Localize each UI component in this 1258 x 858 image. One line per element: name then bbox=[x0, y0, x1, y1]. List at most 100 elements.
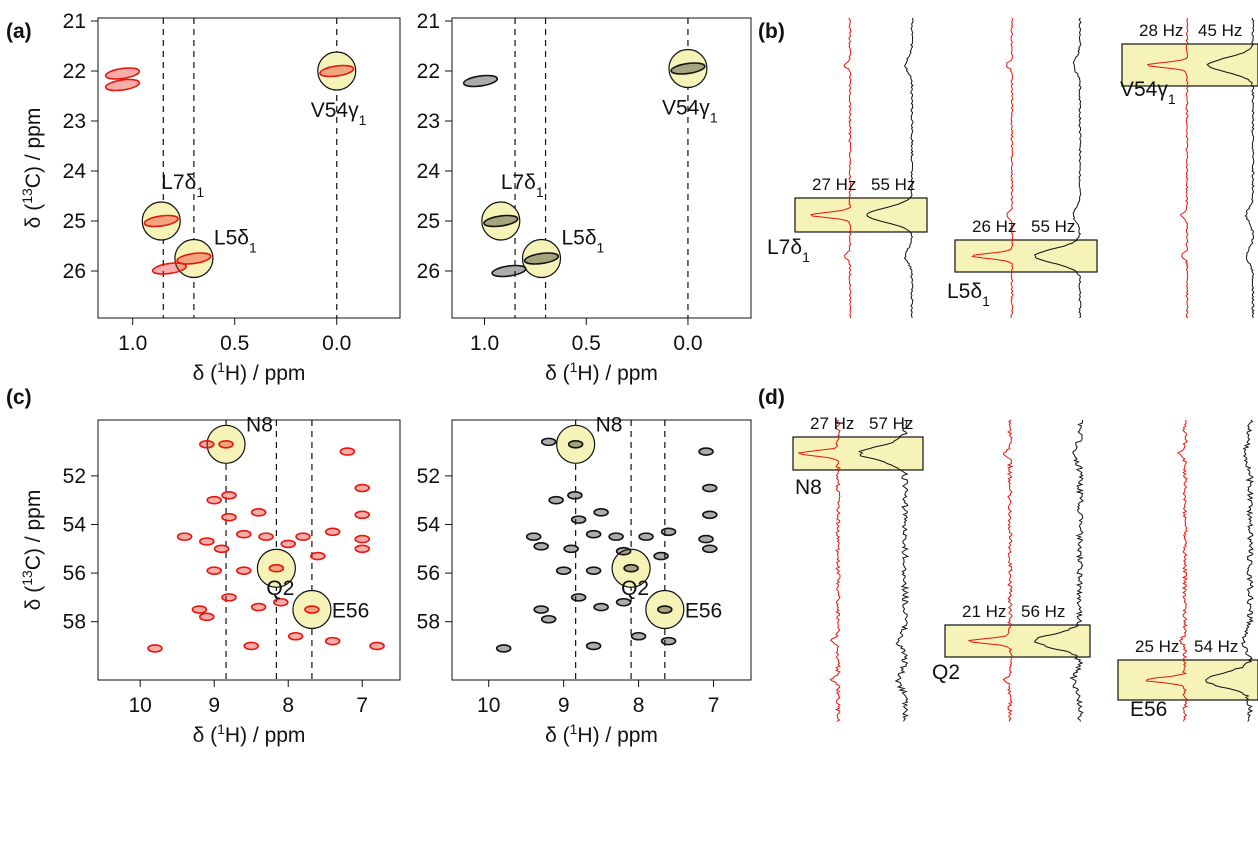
highlight-label: L5δ1 bbox=[214, 227, 257, 256]
y-tick-label: 54 bbox=[63, 513, 87, 536]
x-axis-label-part: 1 bbox=[570, 721, 578, 737]
highlight-circle bbox=[521, 238, 562, 279]
peak bbox=[701, 483, 718, 493]
y-tick-label: 26 bbox=[63, 260, 86, 283]
trace bbox=[858, 419, 910, 722]
peak bbox=[354, 534, 371, 544]
peak bbox=[199, 439, 215, 449]
peak bbox=[585, 529, 602, 539]
peak bbox=[548, 495, 564, 505]
plot-frame bbox=[451, 419, 752, 681]
peak bbox=[304, 605, 320, 614]
y-tick-label: 52 bbox=[417, 465, 440, 488]
x-tick-label: 0.0 bbox=[673, 332, 702, 355]
peak bbox=[236, 529, 252, 539]
highlight-label: E56 bbox=[332, 600, 369, 623]
black-linewidth: 57 Hz bbox=[869, 414, 913, 433]
highlight-label: V54γ1 bbox=[662, 97, 718, 126]
highlight-label: Q2 bbox=[621, 577, 649, 600]
x-tick-label: 0.5 bbox=[220, 332, 249, 355]
highlight-label-part: 1 bbox=[359, 112, 367, 128]
y-tick-label: 25 bbox=[63, 210, 86, 233]
y-axis-label: δ (13C) / ppm bbox=[19, 490, 45, 611]
highlight-label-part: 1 bbox=[536, 184, 544, 200]
highlight-label-part: L5δ bbox=[561, 227, 596, 250]
peak bbox=[698, 534, 714, 544]
red-linewidth: 28 Hz bbox=[1139, 21, 1183, 40]
black-linewidth: 56 Hz bbox=[1021, 602, 1065, 621]
peak bbox=[287, 631, 304, 641]
peak bbox=[615, 546, 632, 556]
x-axis-label-part: δ ( bbox=[545, 362, 570, 385]
y-axis-label-part: 13 bbox=[19, 188, 35, 204]
trace-name-part: L5δ bbox=[947, 280, 982, 303]
x-axis-label-part: δ ( bbox=[193, 362, 218, 385]
y-tick-label: 26 bbox=[417, 260, 440, 283]
black-linewidth: 54 Hz bbox=[1194, 637, 1238, 656]
y-axis-label: δ (13C) / ppm bbox=[19, 108, 45, 229]
y-tick-label: 24 bbox=[417, 160, 441, 183]
peak bbox=[354, 483, 371, 493]
highlight-label: Q2 bbox=[266, 577, 294, 600]
x-tick-label: 7 bbox=[356, 694, 368, 717]
highlight-label: L5δ1 bbox=[561, 227, 604, 256]
highlight-label: E56 bbox=[685, 600, 722, 623]
peak bbox=[638, 532, 654, 541]
peak bbox=[324, 636, 341, 646]
peak bbox=[495, 644, 512, 653]
peak bbox=[567, 491, 583, 500]
peak bbox=[369, 641, 385, 651]
highlight-circle bbox=[292, 589, 332, 630]
trace bbox=[866, 17, 914, 319]
y-axis-label-part: 13 bbox=[19, 570, 35, 586]
peak bbox=[104, 78, 141, 92]
x-axis-label-part: H) / ppm bbox=[225, 724, 306, 747]
highlight-label-part: 1 bbox=[710, 110, 718, 126]
trace-name: L5δ1 bbox=[947, 280, 990, 309]
peak bbox=[701, 510, 718, 520]
plot-frame bbox=[451, 17, 752, 319]
peak bbox=[354, 544, 371, 554]
trace-name-part: V54γ bbox=[1120, 78, 1168, 101]
highlight-circle bbox=[481, 201, 521, 241]
peak bbox=[221, 491, 237, 500]
trace-name: L7δ1 bbox=[767, 236, 810, 265]
peak bbox=[701, 544, 718, 554]
red-linewidth: 21 Hz bbox=[962, 602, 1006, 621]
peak bbox=[151, 262, 188, 275]
y-axis-label-part: δ ( bbox=[22, 586, 45, 611]
highlight-label-part: E56 bbox=[332, 600, 369, 623]
peak bbox=[563, 544, 579, 554]
x-tick-label: 8 bbox=[633, 694, 645, 717]
plot-frame bbox=[97, 17, 401, 319]
peak bbox=[199, 537, 215, 546]
highlight-circle bbox=[317, 51, 357, 91]
y-tick-label: 21 bbox=[417, 10, 440, 33]
peak bbox=[280, 539, 297, 549]
peak bbox=[258, 532, 274, 541]
y-axis-label-part: δ ( bbox=[22, 204, 45, 229]
highlight-label-part: N8 bbox=[246, 413, 273, 436]
peak bbox=[206, 495, 223, 505]
x-tick-label: 10 bbox=[129, 694, 152, 717]
trace bbox=[1145, 420, 1189, 722]
peak bbox=[236, 566, 252, 575]
peak bbox=[570, 593, 587, 602]
highlight-label-part: Q2 bbox=[266, 577, 294, 600]
peak bbox=[540, 614, 557, 624]
y-tick-label: 22 bbox=[417, 60, 440, 83]
highlight-label: N8 bbox=[246, 413, 273, 436]
trace-name-part: Q2 bbox=[932, 661, 960, 684]
trace-name-part: E56 bbox=[1130, 698, 1167, 721]
highlight-circle bbox=[256, 548, 296, 588]
peak bbox=[540, 437, 557, 447]
y-tick-label: 24 bbox=[63, 160, 87, 183]
highlight-circle bbox=[556, 424, 596, 464]
highlight-label-part: L7δ bbox=[161, 171, 196, 194]
peak bbox=[593, 602, 609, 612]
peak bbox=[525, 532, 542, 541]
trace bbox=[810, 17, 852, 319]
highlight-label-part: Q2 bbox=[621, 577, 649, 600]
linewidth-box bbox=[794, 197, 928, 233]
